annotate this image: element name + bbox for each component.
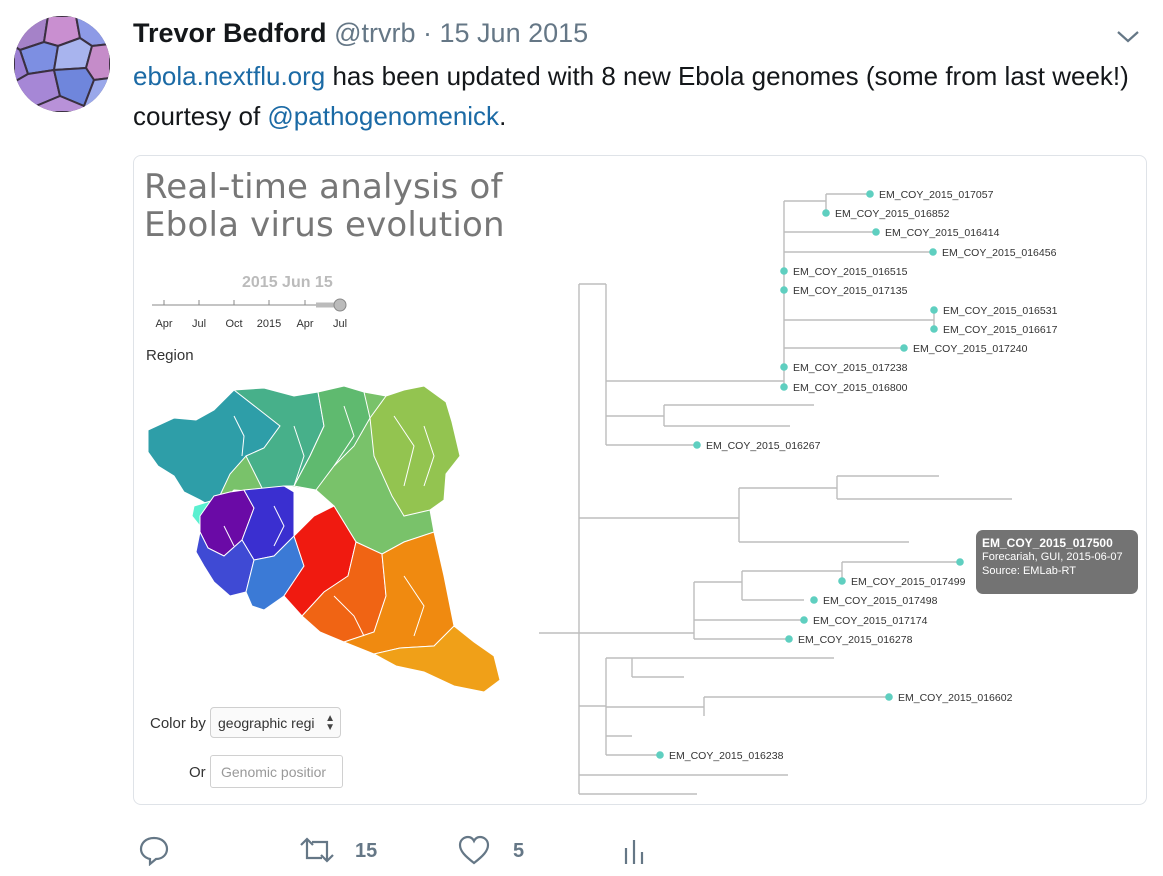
timeline-tick-label: Apr xyxy=(155,318,172,330)
tree-tip[interactable] xyxy=(872,228,880,236)
viz-title: Real-time analysis of Ebola virus evolut… xyxy=(144,168,505,244)
tooltip-source: Source: EMLab-RT xyxy=(982,565,1076,577)
retweet-count: 15 xyxy=(355,840,378,862)
tree-tip-label: EM_COY_2015_017499 xyxy=(851,576,966,588)
timeline-tick-label: Jul xyxy=(333,318,347,330)
tweet-link[interactable]: ebola.nextflu.org xyxy=(133,61,326,91)
tip-tooltip: EM_COY_2015_017500 Forecariah, GUI, 2015… xyxy=(976,530,1138,594)
tree-tip[interactable] xyxy=(866,190,874,198)
color-by-label: Color by xyxy=(150,715,206,732)
tree-tip-label: EM_COY_2015_016238 xyxy=(669,750,784,762)
timeline-tick-label: 2015 xyxy=(257,318,281,330)
tree-tip-label: EM_COY_2015_016414 xyxy=(885,227,1000,239)
tree-tip-label: EM_COY_2015_016800 xyxy=(793,382,908,394)
tweet-header: Trevor Bedford @trvrb · 15 Jun 2015 xyxy=(133,18,588,49)
tree-tip[interactable] xyxy=(930,306,938,314)
tree-tip-label: EM_COY_2015_016267 xyxy=(706,440,821,452)
tree-tip-label: EM_COY_2015_016278 xyxy=(798,634,913,646)
tweet-mention[interactable]: @pathogenomenick xyxy=(267,101,500,131)
select-arrows-icon: ▲ ▼ xyxy=(325,713,335,733)
tree-tip[interactable] xyxy=(656,751,664,759)
tree-tip[interactable] xyxy=(929,248,937,256)
separator-dot: · xyxy=(423,18,432,48)
author-name[interactable]: Trevor Bedford xyxy=(133,18,327,48)
tree-tip[interactable] xyxy=(822,209,830,217)
tree-tip-label: EM_COY_2015_016515 xyxy=(793,266,908,278)
timeline-tick-label: Jul xyxy=(192,318,206,330)
tweet-date[interactable]: 15 Jun 2015 xyxy=(439,18,589,48)
phylo-tree[interactable] xyxy=(539,193,1012,795)
color-by-value: geographic regi xyxy=(218,715,315,731)
or-label: Or xyxy=(189,764,206,781)
avatar[interactable] xyxy=(14,16,110,112)
timeline-tick-label: Apr xyxy=(296,318,313,330)
tree-tip[interactable] xyxy=(800,616,808,624)
tree-tip-label: EM_COY_2015_017174 xyxy=(813,615,928,627)
tree-tip[interactable] xyxy=(930,325,938,333)
slider-handle[interactable] xyxy=(333,298,347,312)
analytics-icon[interactable] xyxy=(622,834,646,871)
tree-tip-label: EM_COY_2015_016852 xyxy=(835,208,950,220)
chevron-down-icon[interactable] xyxy=(1114,24,1142,48)
color-by-select[interactable]: geographic regi ▲ ▼ xyxy=(210,707,341,738)
tree-tip[interactable] xyxy=(838,577,846,585)
tree-tip[interactable] xyxy=(885,693,893,701)
avatar-image xyxy=(14,16,110,112)
viz-title-line2: Ebola virus evolution xyxy=(144,205,505,245)
tweet-text-body: has been updated with 8 new Ebola genome… xyxy=(133,61,1129,131)
reply-icon[interactable] xyxy=(138,834,170,871)
author-handle[interactable]: @trvrb xyxy=(334,18,416,48)
region-map[interactable] xyxy=(147,385,501,693)
tree-tip-label: EM_COY_2015_017238 xyxy=(793,362,908,374)
media-card[interactable]: Real-time analysis of Ebola virus evolut… xyxy=(133,155,1147,805)
genomic-position-input[interactable] xyxy=(210,755,343,788)
viz-title-line1: Real-time analysis of xyxy=(144,167,503,207)
timeline-slider[interactable]: Apr Jul Oct 2015 Apr Jul xyxy=(152,298,347,330)
tweet-text-end: . xyxy=(499,101,507,131)
tree-tip-label: EM_COY_2015_017135 xyxy=(793,285,908,297)
tree-tip-label: EM_COY_2015_016602 xyxy=(898,692,1013,704)
tree-tip[interactable] xyxy=(785,635,793,643)
region-legend-label: Region xyxy=(146,347,194,364)
like-count: 5 xyxy=(513,840,525,862)
tweet-text: ebola.nextflu.org has been updated with … xyxy=(133,56,1143,136)
tree-tip[interactable] xyxy=(810,596,818,604)
timeline-tick-label: Oct xyxy=(225,318,242,330)
retweet-icon[interactable] xyxy=(298,834,336,871)
tree-tips[interactable]: EM_COY_2015_017057 EM_COY_2015_016852 EM_C… xyxy=(656,189,1058,762)
timeline-date-label: 2015 Jun 15 xyxy=(242,274,333,291)
tree-tip[interactable] xyxy=(780,363,788,371)
viz-canvas: Apr Jul Oct 2015 Apr Jul xyxy=(147,189,1058,795)
like-heart-icon[interactable] xyxy=(457,834,491,871)
tree-tip-label: EM_COY_2015_017240 xyxy=(913,343,1028,355)
tree-tip[interactable] xyxy=(780,383,788,391)
tree-tip-label: EM_COY_2015_016617 xyxy=(943,324,1058,336)
tree-tip[interactable] xyxy=(900,344,908,352)
tooltip-location: Forecariah, GUI, 2015-06-07 xyxy=(982,551,1123,563)
tree-tip-highlighted[interactable] xyxy=(956,558,964,566)
tree-tip[interactable] xyxy=(780,286,788,294)
tooltip-title: EM_COY_2015_017500 xyxy=(982,536,1113,550)
tree-tip-label: EM_COY_2015_017498 xyxy=(823,595,938,607)
tree-tip-label: EM_COY_2015_017057 xyxy=(879,189,994,201)
tree-tip[interactable] xyxy=(780,267,788,275)
tree-tip-label: EM_COY_2015_016531 xyxy=(943,305,1058,317)
tree-tip-label: EM_COY_2015_016456 xyxy=(942,247,1057,259)
tree-tip[interactable] xyxy=(693,441,701,449)
